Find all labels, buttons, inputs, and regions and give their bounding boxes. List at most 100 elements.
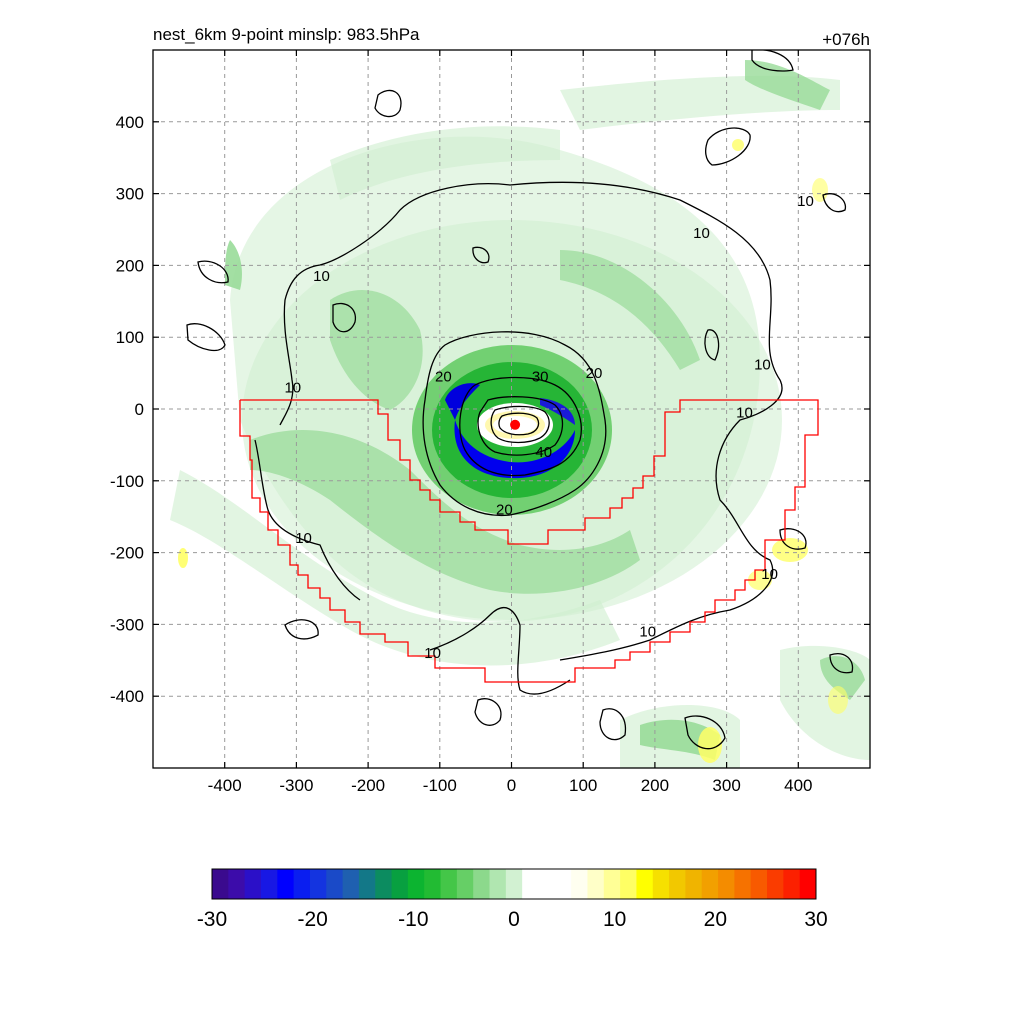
colorbar-swatch [228,869,246,899]
contour-lines [186,50,854,750]
contour-label: 10 [313,268,330,285]
contour-island-10 [474,698,502,726]
colorbar-swatch [505,869,523,899]
contour-60 [498,412,540,436]
y-axis: 400 300 200 100 0 -100 -200 -300 -400 [110,113,870,706]
y-tick-label: -300 [110,615,144,634]
contour-island-11 [599,708,627,741]
colorbar-swatch [669,869,686,899]
contour-island-15 [472,246,490,264]
colorbar-swatch [522,869,539,899]
colorbar-label: -30 [197,908,227,931]
contour-label: 10 [424,645,441,662]
colorbar-swatch [375,869,393,899]
chart-title: nest_6km 9-point minslp: 983.5hPa [153,25,420,44]
contour-10-south [429,606,571,695]
contour-10 [279,181,783,661]
contour-40 [477,396,564,456]
y-tick-label: -200 [110,544,144,563]
x-tick-label: 100 [569,776,597,795]
contour-label: 10 [693,225,710,242]
plot-field: 10 10 10 10 10 10 10 10 10 10 10 20 20 20 30 40 [153,50,897,768]
x-tick-label: 300 [712,776,740,795]
contour-20 [422,331,607,517]
colorbar-swatch [554,869,572,899]
x-tick-label: -300 [279,776,313,795]
colorbar-swatch [440,869,458,899]
colorbar-swatch [718,869,735,899]
contour-island-14 [284,619,319,640]
y-tick-label: 400 [116,113,144,132]
contour-label: 20 [435,369,452,386]
colorbar-frame [211,868,817,900]
colorbar-swatch [456,869,474,899]
colorbar-swatch [391,869,409,899]
x-tick-label: 0 [507,776,516,795]
colorbar-swatch [244,869,262,899]
contour-30 [459,376,582,477]
contour-label: 10 [639,624,656,641]
contour-label: 10 [295,530,312,547]
contour-10-west [254,439,361,601]
contour-label: 10 [284,379,301,396]
contour-island-2 [705,127,751,166]
shaded-field-positive [178,139,848,763]
y-tick-label: 200 [116,256,144,275]
contour-island-6 [197,260,229,284]
colorbar-swatch [538,869,556,899]
colorbar-label: 10 [603,908,626,931]
x-tick-label: 200 [641,776,669,795]
colorbar-swatch [701,869,719,899]
colorbar-swatch [603,869,621,899]
colorbar-swatch [652,869,670,899]
analysis-region-outline [239,399,819,683]
contour-island-9 [829,653,854,674]
contour-island-7 [704,329,720,361]
colorbar-label: 30 [804,908,827,931]
x-tick-label: 400 [784,776,812,795]
y-tick-label: -100 [110,472,144,491]
colorbar-swatch [799,869,817,899]
colorbar-swatch [685,869,703,899]
forecast-hour-label: +076h [822,30,870,49]
contour-label: 10 [761,566,778,583]
contour-island-13 [822,193,847,213]
contour-50 [490,405,550,444]
colorbar-swatch [750,869,768,899]
contour-label: 20 [586,365,603,382]
y-tick-label: -400 [110,687,144,706]
colorbar-label: 20 [704,908,727,931]
colorbar-swatch [587,869,605,899]
contour-label: 10 [736,405,753,422]
contour-label: 40 [535,444,552,461]
colorbar: -30 -20 -10 0 10 20 30 [197,868,828,931]
colorbar-swatch [309,869,327,899]
contour-labels: 10 10 10 10 10 10 10 10 10 10 10 20 20 20 30 40 [284,186,897,662]
contour-island-4 [186,323,226,352]
contour-label: 10 [880,186,897,203]
colorbar-label: -20 [297,908,327,931]
y-tick-label: 100 [116,328,144,347]
colorbar-swatch [212,869,229,899]
colorbar-swatch [260,869,278,899]
colorbar-swatch [342,869,360,899]
colorbar-swatch [293,869,311,899]
colorbar-swatch [407,869,425,899]
colorbar-swatch [636,869,654,899]
y-tick-label: 0 [135,400,144,419]
storm-center-marker [510,419,521,430]
x-axis: -400 -300 -200 -100 0 100 200 300 400 [208,50,812,795]
colorbar-swatch [767,869,784,899]
colorbar-label: -10 [398,908,428,931]
colorbar-swatch [783,869,801,899]
colorbar-swatch [734,869,752,899]
x-tick-label: -100 [423,776,457,795]
y-tick-label: 300 [116,185,144,204]
contour-island-12 [684,715,726,750]
colorbar-swatch [277,869,295,899]
contour-island-3 [751,50,794,72]
colorbar-swatch [326,869,344,899]
colorbar-swatch [571,869,588,899]
contour-label: 30 [532,369,549,386]
